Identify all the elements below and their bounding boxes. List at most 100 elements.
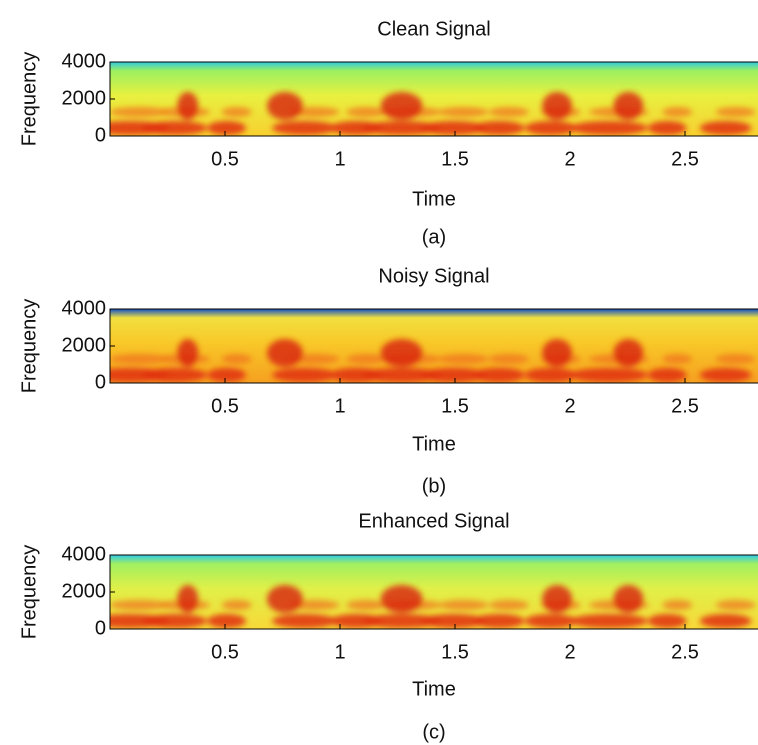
- energy-blobs: [110, 339, 756, 382]
- y-axis-label: Frequency: [18, 52, 40, 147]
- x-tick-label: 1: [334, 395, 345, 417]
- energy-low: [421, 121, 486, 135]
- energy-high: [177, 92, 199, 120]
- x-tick-label: 1.5: [441, 395, 469, 417]
- energy-mid: [662, 107, 693, 117]
- y-tick-label: 0: [95, 617, 106, 639]
- x-tick-label: 1: [334, 148, 345, 170]
- energy-mid: [346, 354, 387, 364]
- energy-mid: [662, 354, 693, 364]
- energy-mid: [438, 354, 489, 364]
- spectrogram: [110, 62, 758, 136]
- energy-low: [272, 614, 337, 628]
- energy-low: [421, 614, 486, 628]
- energy-low: [142, 368, 208, 382]
- energy-mid: [662, 600, 693, 610]
- energy-low: [570, 614, 648, 628]
- energy-mid: [221, 107, 252, 117]
- x-tick-label: 0.5: [211, 395, 239, 417]
- x-axis-label: Time: [412, 433, 456, 455]
- caption: (c): [422, 721, 445, 743]
- y-tick-label: 4000: [62, 543, 107, 565]
- energy-low: [362, 614, 441, 628]
- energy-mid: [488, 600, 529, 610]
- energy-mid: [110, 600, 170, 610]
- y-axis-label: Frequency: [18, 545, 40, 640]
- x-tick-label: 1.5: [441, 641, 469, 663]
- energy-high: [613, 585, 644, 613]
- spectrogram: [110, 309, 758, 383]
- chart-title: Enhanced Signal: [358, 510, 509, 532]
- energy-low: [207, 368, 247, 382]
- chart-title: Noisy Signal: [378, 265, 489, 287]
- energy-blobs: [110, 585, 756, 628]
- energy-mid: [221, 600, 252, 610]
- energy-high: [613, 339, 644, 367]
- energy-mid: [715, 107, 756, 117]
- energy-low: [647, 614, 687, 628]
- energy-mid: [715, 600, 756, 610]
- energy-mid: [110, 354, 170, 364]
- energy-low: [272, 368, 337, 382]
- x-tick-label: 0.5: [211, 148, 239, 170]
- energy-mid: [221, 354, 252, 364]
- energy-low: [472, 121, 525, 135]
- caption: (a): [422, 226, 446, 248]
- y-tick-label: 4000: [62, 50, 107, 72]
- energy-high: [542, 92, 573, 120]
- x-tick-label: 0.5: [211, 641, 239, 663]
- energy-low: [362, 121, 441, 135]
- energy-low: [699, 368, 752, 382]
- energy-mid: [346, 107, 387, 117]
- energy-high: [380, 585, 423, 613]
- y-tick-label: 2000: [62, 87, 107, 109]
- x-tick-label: 1: [334, 641, 345, 663]
- x-axis-label: Time: [412, 678, 456, 700]
- x-tick-label: 2: [564, 148, 575, 170]
- energy-mid: [110, 107, 170, 117]
- energy-mid: [488, 107, 529, 117]
- energy-low: [524, 121, 577, 135]
- energy-low: [647, 121, 687, 135]
- x-tick-label: 2.5: [671, 395, 699, 417]
- energy-low: [524, 368, 577, 382]
- x-tick-label: 1.5: [441, 148, 469, 170]
- energy-low: [699, 121, 752, 135]
- spectrogram: [110, 555, 758, 629]
- energy-low: [207, 121, 247, 135]
- energy-low: [142, 121, 208, 135]
- energy-high: [380, 92, 423, 120]
- y-tick-label: 0: [95, 371, 106, 393]
- caption: (b): [422, 475, 446, 497]
- x-tick-label: 2.5: [671, 148, 699, 170]
- y-tick-label: 2000: [62, 580, 107, 602]
- energy-low: [272, 121, 337, 135]
- energy-high: [542, 585, 573, 613]
- energy-high: [542, 339, 573, 367]
- energy-high: [266, 339, 303, 367]
- y-tick-label: 4000: [62, 297, 107, 319]
- y-tick-label: 2000: [62, 334, 107, 356]
- x-tick-label: 2: [564, 641, 575, 663]
- energy-blobs: [110, 92, 756, 135]
- energy-low: [207, 614, 247, 628]
- energy-mid: [346, 600, 387, 610]
- energy-low: [421, 368, 486, 382]
- energy-low: [699, 614, 752, 628]
- y-tick-label: 0: [95, 124, 106, 146]
- y-axis-label: Frequency: [18, 299, 40, 394]
- energy-high: [380, 339, 423, 367]
- energy-low: [570, 368, 648, 382]
- energy-mid: [438, 107, 489, 117]
- energy-low: [524, 614, 577, 628]
- energy-low: [142, 614, 208, 628]
- energy-low: [647, 368, 687, 382]
- energy-low: [472, 614, 525, 628]
- energy-high: [266, 585, 303, 613]
- chart-title: Clean Signal: [377, 18, 490, 40]
- x-tick-label: 2.5: [671, 641, 699, 663]
- energy-low: [472, 368, 525, 382]
- energy-low: [362, 368, 441, 382]
- energy-high: [266, 92, 303, 120]
- x-tick-label: 2: [564, 395, 575, 417]
